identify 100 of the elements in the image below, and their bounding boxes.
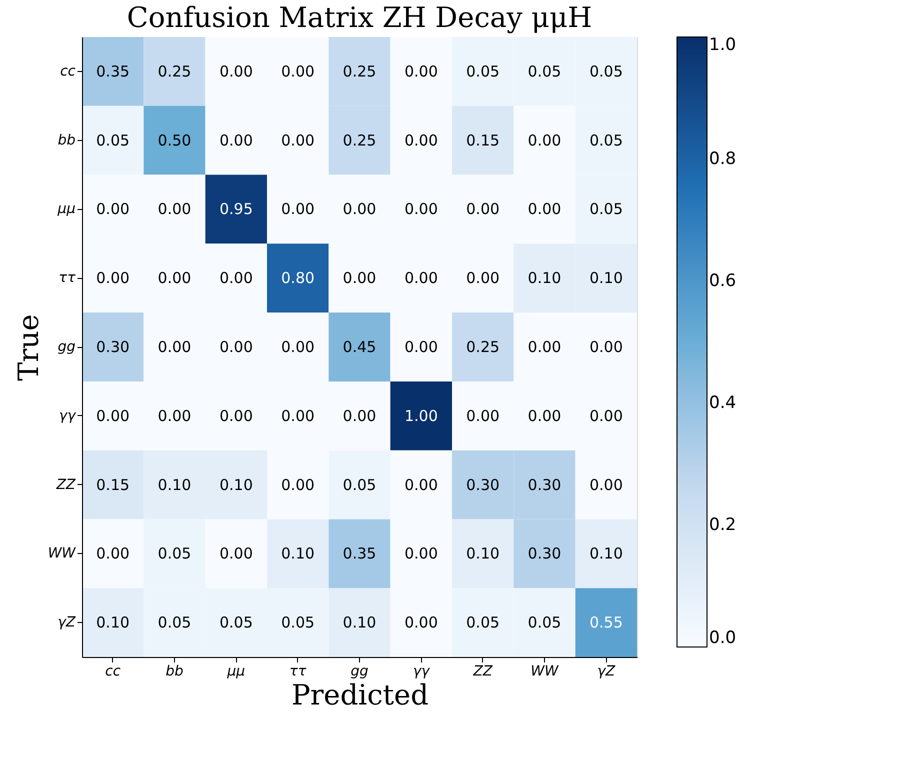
data-label: 0.25	[158, 62, 192, 80]
data-label: 0.00	[589, 406, 623, 425]
x-tick-label: ττ	[289, 664, 307, 680]
data-label: 0.00	[96, 544, 130, 563]
data-label: 0.00	[404, 200, 438, 218]
data-label: 0.00	[466, 200, 500, 218]
data-label: 0.00	[404, 62, 438, 80]
data-label: 0.25	[342, 131, 376, 150]
data-label: 0.00	[528, 338, 562, 356]
x-tick-label: WW	[530, 664, 560, 680]
color-bar-label: 0.4	[709, 393, 736, 413]
x-tick-label: cc	[105, 664, 121, 680]
data-label: 0.10	[96, 614, 130, 632]
data-label: 0.00	[528, 131, 562, 150]
y-tick-label: gg	[58, 339, 76, 355]
y-tick-label: WW	[48, 546, 77, 562]
data-label: 0.00	[528, 200, 562, 218]
data-label: 0.00	[404, 614, 438, 632]
data-label: 0.00	[219, 406, 253, 425]
data-label: 0.00	[404, 269, 438, 288]
data-label: 0.50	[158, 131, 192, 150]
color-bar-label: 0.6	[709, 271, 736, 291]
data-label: 0.00	[158, 338, 192, 356]
data-label: 0.00	[219, 62, 253, 80]
x-tick-label: gg	[350, 664, 368, 680]
data-label: 0.00	[589, 476, 623, 494]
data-label: 0.00	[281, 131, 315, 150]
data-label: 0.15	[466, 131, 500, 150]
color-bar-label: 1.0	[709, 35, 736, 55]
data-label: 0.05	[219, 614, 253, 632]
data-label: 0.00	[158, 269, 192, 288]
data-label: 0.05	[589, 131, 623, 150]
x-tick-label: bb	[166, 664, 184, 680]
data-label: 0.30	[466, 476, 500, 494]
color-bar-label: 0.8	[709, 149, 736, 169]
y-tick-label: γγ	[58, 408, 76, 424]
data-label: 0.00	[404, 131, 438, 150]
y-tick-label: γZ	[58, 614, 76, 631]
data-label: 0.00	[466, 406, 500, 425]
data-label: 0.00	[281, 62, 315, 80]
data-label: 0.25	[466, 338, 500, 356]
data-label: 0.80	[281, 269, 315, 288]
y-tick-label: ZZ	[55, 476, 76, 493]
data-label: 0.00	[404, 544, 438, 563]
data-label: 0.00	[589, 338, 623, 356]
y-tick-label: cc	[60, 63, 76, 80]
data-label: 0.05	[158, 614, 192, 632]
data-label: 0.00	[96, 269, 130, 288]
data-label: 0.00	[281, 200, 315, 218]
data-label: 0.00	[404, 476, 438, 494]
x-tick-label: γZ	[597, 664, 616, 680]
data-label: 0.05	[342, 476, 376, 494]
data-label: 0.00	[342, 406, 376, 425]
data-label: 0.05	[528, 614, 562, 632]
chart-title: Confusion Matrix ZH Decay μμH	[126, 1, 592, 34]
data-label: 0.00	[342, 269, 376, 288]
data-label: 0.00	[404, 338, 438, 356]
data-label: 0.05	[528, 62, 562, 80]
y-axis-title: True	[12, 314, 45, 381]
data-label: 0.35	[342, 544, 376, 563]
data-label: 0.00	[281, 476, 315, 494]
data-label: 0.10	[589, 544, 623, 563]
data-label: 0.10	[281, 544, 315, 563]
data-label: 0.30	[96, 338, 130, 356]
data-label: 0.10	[589, 269, 623, 288]
data-label: 0.00	[96, 406, 130, 425]
x-tick-label: ZZ	[472, 664, 493, 680]
x-axis-title: Predicted	[291, 678, 429, 712]
data-label: 0.00	[281, 406, 315, 425]
data-label: 0.10	[158, 476, 192, 494]
data-label: 0.00	[219, 544, 253, 563]
data-label: 1.00	[404, 406, 438, 425]
data-label: 0.10	[342, 614, 376, 632]
data-label: 0.05	[96, 131, 130, 150]
data-label: 0.05	[589, 200, 623, 218]
data-label: 0.00	[219, 131, 253, 150]
data-label: 0.10	[528, 269, 562, 288]
y-tick-label: μμ	[56, 201, 76, 218]
data-label: 0.00	[342, 200, 376, 218]
data-label: 0.00	[466, 269, 500, 288]
data-label: 0.30	[528, 476, 562, 494]
data-label: 0.00	[158, 200, 192, 218]
data-label: 0.05	[281, 614, 315, 632]
data-label: 0.00	[158, 406, 192, 425]
color-bar-label: 0.0	[709, 628, 736, 648]
data-label: 0.05	[466, 62, 500, 80]
data-label: 0.05	[466, 614, 500, 632]
data-label: 0.25	[342, 62, 376, 80]
data-label: 0.00	[219, 269, 253, 288]
data-label: 0.00	[528, 406, 562, 425]
data-label: 0.05	[158, 544, 192, 563]
x-tick-label: μμ	[226, 664, 246, 680]
data-label: 0.95	[219, 200, 253, 218]
data-label: 0.45	[342, 338, 376, 356]
data-label: 0.10	[466, 544, 500, 563]
data-label: 0.00	[96, 200, 130, 218]
data-label: 0.00	[281, 338, 315, 356]
data-label: 0.05	[589, 62, 623, 80]
x-tick-label: γγ	[412, 664, 430, 680]
data-label: 0.10	[219, 476, 253, 494]
